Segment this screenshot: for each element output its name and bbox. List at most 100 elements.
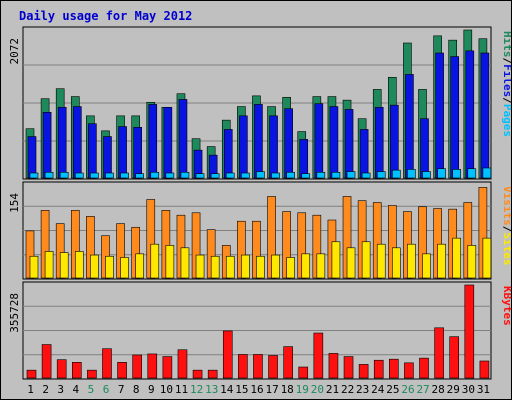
bar-pages-day-12 <box>195 173 205 179</box>
bar-files-day-27 <box>420 118 429 179</box>
bar-pages-day-15 <box>241 172 250 179</box>
bar-files-day-14 <box>223 129 233 179</box>
bar-files-day-22 <box>344 109 354 179</box>
day-label-1: 1 <box>27 383 34 396</box>
series-kbytes <box>26 284 490 379</box>
bar-pages-day-13 <box>210 173 220 179</box>
bar-sites-day-12 <box>195 254 205 279</box>
bar-files-day-7 <box>118 126 127 179</box>
bar-kbytes-day-6 <box>102 348 112 379</box>
legend-item-hits: Hits <box>501 31 511 58</box>
bar-sites-day-14 <box>225 255 235 279</box>
bar-kbytes-day-8 <box>132 354 142 379</box>
day-label-21: 21 <box>326 383 339 396</box>
bar-pages-day-17 <box>271 172 280 179</box>
bar-kbytes-day-24 <box>373 359 384 379</box>
series-files <box>27 50 490 179</box>
bar-sites-day-26 <box>407 243 416 279</box>
day-label-29: 29 <box>447 383 460 396</box>
day-label-2: 2 <box>42 383 49 396</box>
bar-files-day-31 <box>480 52 490 179</box>
day-label-20: 20 <box>311 383 324 396</box>
bar-pages-day-10 <box>165 172 175 179</box>
bar-pages-day-7 <box>120 172 129 179</box>
bar-pages-day-29 <box>452 169 462 179</box>
bar-pages-day-9 <box>150 171 160 179</box>
legend-item-visits: Visits <box>501 186 511 226</box>
bar-kbytes-day-12 <box>192 369 203 379</box>
day-label-7: 7 <box>118 383 125 396</box>
bar-files-day-21 <box>329 106 339 179</box>
bar-kbytes-day-19 <box>298 366 309 379</box>
bar-files-day-20 <box>314 103 324 179</box>
bar-pages-day-25 <box>392 169 401 179</box>
bar-pages-day-27 <box>422 171 431 179</box>
bar-kbytes-day-31 <box>479 360 490 379</box>
bar-files-day-10 <box>163 106 173 179</box>
bar-sites-day-23 <box>361 241 371 279</box>
bar-files-day-25 <box>390 104 399 179</box>
legend-visits-sites: Visits/Sites <box>501 186 511 266</box>
day-label-31: 31 <box>477 383 490 396</box>
bar-files-day-24 <box>374 106 384 179</box>
day-label-25: 25 <box>386 383 399 396</box>
bar-kbytes-day-21 <box>328 353 339 379</box>
bar-kbytes-day-17 <box>268 355 278 379</box>
day-label-4: 4 <box>73 383 80 396</box>
bar-files-day-8 <box>133 126 142 179</box>
bar-kbytes-day-13 <box>207 369 218 379</box>
day-label-5: 5 <box>88 383 95 396</box>
legend-item-pages: Pages <box>501 104 511 137</box>
bar-kbytes-day-1 <box>26 369 37 379</box>
bar-sites-day-28 <box>437 243 446 279</box>
bar-sites-day-27 <box>422 253 431 279</box>
day-label-14: 14 <box>220 383 234 396</box>
series-sites <box>29 237 492 279</box>
bar-sites-day-3 <box>59 252 69 279</box>
bar-pages-day-2 <box>44 171 54 179</box>
bar-files-day-26 <box>405 74 414 179</box>
bar-files-day-9 <box>148 104 158 179</box>
bar-kbytes-day-10 <box>162 356 173 379</box>
bar-sites-day-15 <box>241 254 250 279</box>
bar-sites-day-10 <box>165 245 175 279</box>
bar-kbytes-day-20 <box>313 332 324 379</box>
day-label-3: 3 <box>57 383 64 396</box>
bar-kbytes-day-5 <box>87 369 97 379</box>
bar-pages-day-14 <box>225 172 235 179</box>
bar-sites-day-1 <box>29 255 39 279</box>
bar-kbytes-day-4 <box>71 362 82 379</box>
bar-sites-day-9 <box>150 243 160 279</box>
day-label-16: 16 <box>250 383 263 396</box>
legend-separator: / <box>501 58 511 65</box>
bar-kbytes-day-7 <box>117 362 127 379</box>
bar-kbytes-day-11 <box>177 349 188 379</box>
bar-files-day-2 <box>42 111 52 179</box>
bar-files-day-4 <box>72 106 82 179</box>
bar-sites-day-21 <box>331 241 341 279</box>
bar-pages-day-21 <box>331 171 341 179</box>
legend-hits-files-pages: Hits/Files/Pages <box>501 31 511 137</box>
bar-files-day-29 <box>450 56 460 179</box>
bar-sites-day-7 <box>120 257 129 279</box>
day-label-30: 30 <box>462 383 475 396</box>
bar-files-day-19 <box>299 139 309 179</box>
bar-pages-day-30 <box>467 168 477 179</box>
bar-kbytes-day-9 <box>147 353 158 379</box>
legend-item-sites: Sites <box>501 232 511 265</box>
bar-kbytes-day-14 <box>222 330 233 379</box>
bar-pages-day-6 <box>105 172 114 179</box>
bar-kbytes-day-2 <box>41 344 52 379</box>
bar-files-day-3 <box>57 106 67 179</box>
day-label-11: 11 <box>175 383 188 396</box>
bar-sites-day-4 <box>74 251 84 279</box>
bar-files-day-15 <box>239 115 248 179</box>
legend-item-kbytes: KBytes <box>501 286 511 326</box>
chart-panels: 2072Hits/Files/Pages154Visits/Sites35572… <box>8 26 511 380</box>
bar-pages-day-20 <box>316 171 326 179</box>
bar-pages-day-3 <box>59 171 69 179</box>
bar-files-day-5 <box>88 123 97 179</box>
bar-pages-day-8 <box>135 173 144 179</box>
bar-files-day-30 <box>465 50 475 179</box>
day-label-19: 19 <box>296 383 309 396</box>
